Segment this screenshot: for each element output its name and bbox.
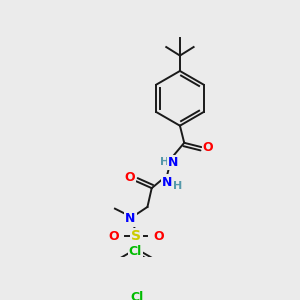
Text: H: H	[160, 158, 169, 167]
Text: H: H	[173, 182, 182, 191]
Text: N: N	[125, 212, 136, 225]
Text: O: O	[124, 170, 135, 184]
Text: O: O	[153, 230, 164, 242]
Text: N: N	[162, 176, 172, 189]
Text: N: N	[168, 156, 178, 169]
Text: Cl: Cl	[129, 245, 142, 258]
Text: O: O	[203, 141, 214, 154]
Text: S: S	[131, 229, 141, 243]
Text: O: O	[109, 230, 119, 242]
Text: Cl: Cl	[130, 291, 144, 300]
